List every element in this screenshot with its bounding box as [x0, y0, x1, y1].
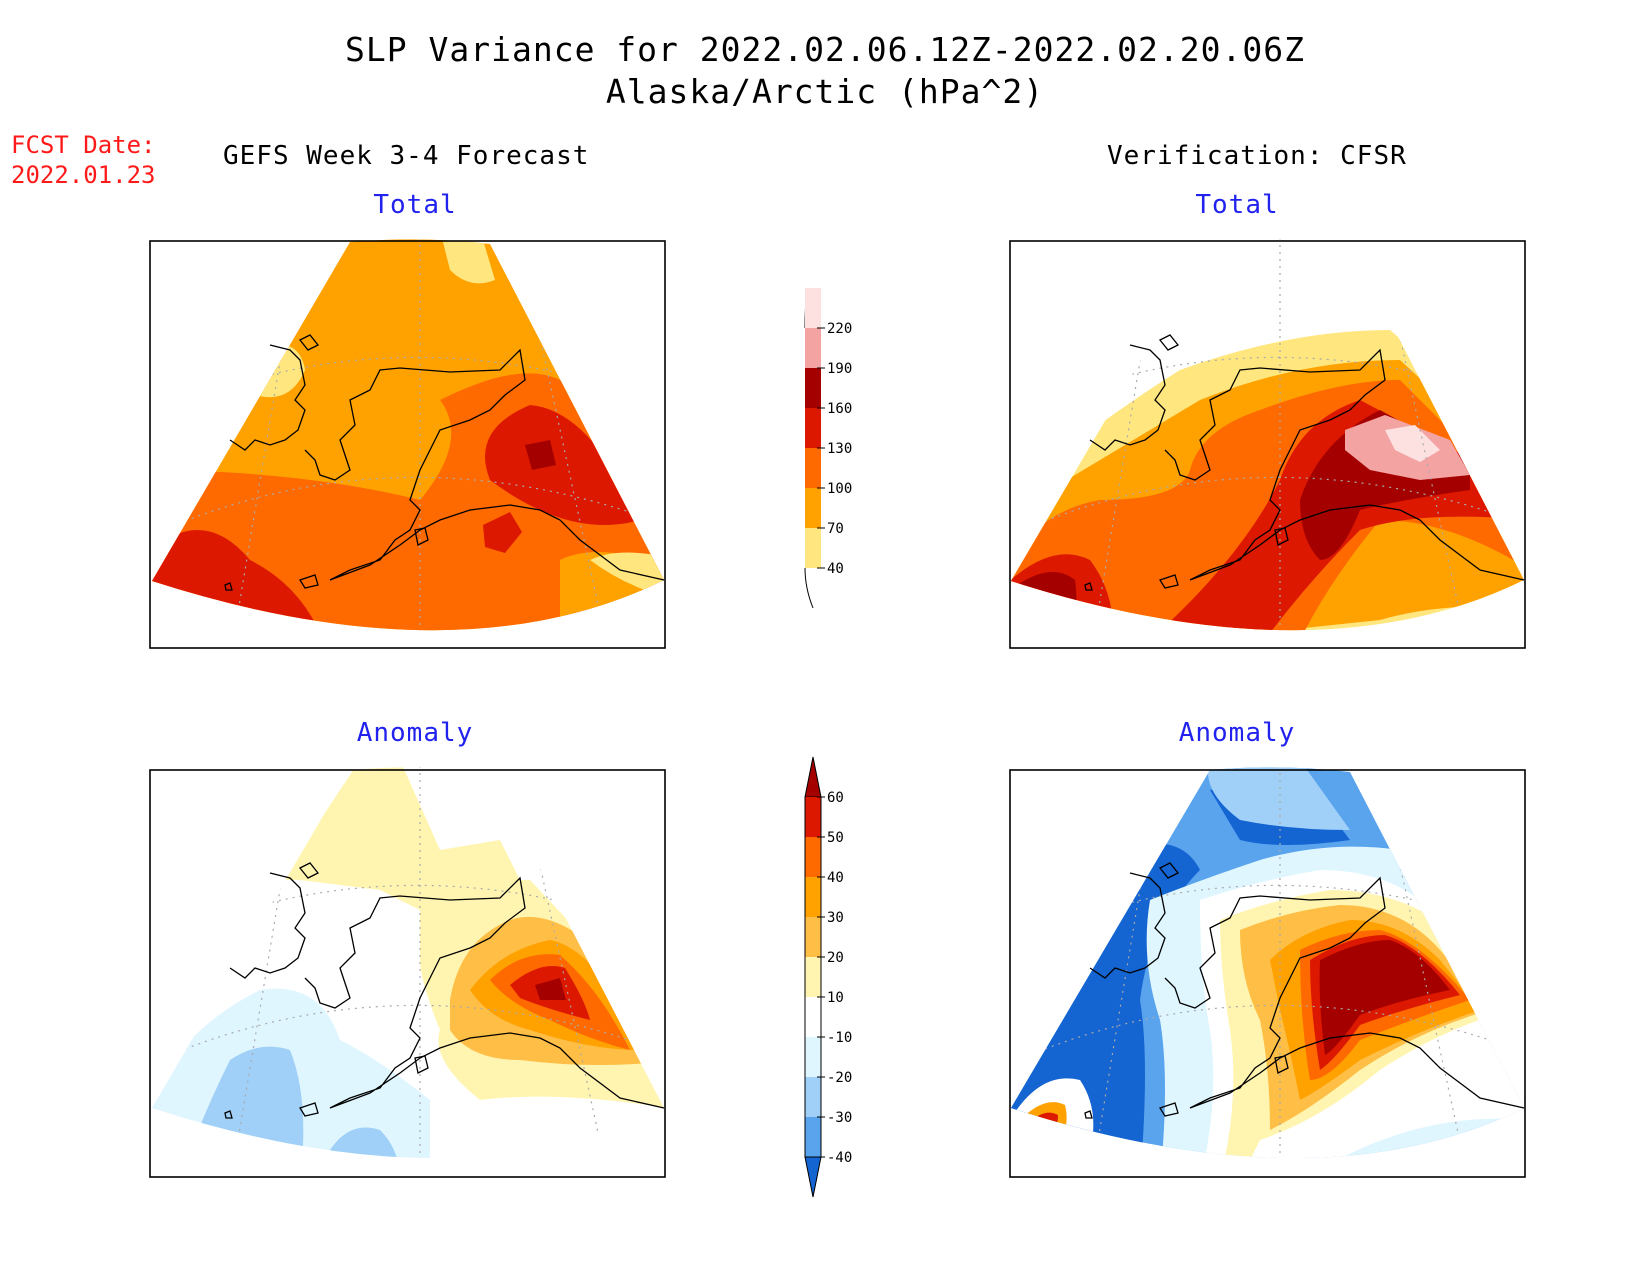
- total-colorbar-swatch: [805, 528, 821, 568]
- total-colorbar: 220 190 160 130 100 70 40: [804, 287, 852, 609]
- anomaly-colorbar-swatch: [805, 877, 821, 917]
- verification-anomaly-title: Anomaly: [1178, 718, 1296, 748]
- anomaly-colorbar-swatch: [805, 1037, 821, 1077]
- forecast-total-map: [152, 239, 664, 631]
- fcst-date-value: 2022.01.23: [11, 161, 156, 189]
- total-colorbar-swatch: [805, 328, 821, 368]
- verification-total-map: [1011, 239, 1524, 631]
- anomaly-colorbar-tick-label: -40: [827, 1150, 852, 1166]
- total-colorbar-tick-label: 160: [827, 401, 852, 417]
- verification-anomaly-frame: [1009, 769, 1526, 1178]
- anomaly-colorbar-bottom-arrow: [804, 1156, 822, 1198]
- anomaly-colorbar-tick-label: 30: [827, 910, 844, 926]
- anomaly-colorbar-swatch: [805, 1077, 821, 1117]
- anomaly-colorbar-tick-label: 60: [827, 790, 844, 806]
- total-colorbar-swatch: [805, 448, 821, 488]
- anomaly-colorbar-swatch: [805, 837, 821, 877]
- forecast-anomaly-map: [152, 767, 664, 1158]
- anomaly-colorbar-tick-label: 50: [827, 830, 844, 846]
- forecast-total-title: Total: [373, 190, 457, 220]
- page-subtitle: Alaska/Arctic (hPa^2): [605, 72, 1045, 111]
- anomaly-colorbar-swatch: [805, 957, 821, 997]
- page-title: SLP Variance for 2022.02.06.12Z-2022.02.…: [345, 30, 1305, 69]
- anomaly-colorbar-tick-label: -20: [827, 1070, 852, 1086]
- total-colorbar-bottom-arrow: [804, 567, 814, 609]
- coastlines: [224, 334, 1525, 1119]
- anomaly-colorbar: 60 50 40 30 20 10 -10 -20 -30 -40: [804, 756, 852, 1198]
- total-colorbar-tick-label: 220: [827, 321, 852, 337]
- total-colorbar-tick-label: 40: [827, 561, 844, 577]
- fcst-date-label: FCST Date:: [11, 131, 156, 159]
- anomaly-colorbar-top-arrow: [804, 756, 822, 798]
- total-colorbar-tick-label: 190: [827, 361, 852, 377]
- anomaly-colorbar-tick-label: 10: [827, 990, 844, 1006]
- anomaly-colorbar-tick-label: 20: [827, 950, 844, 966]
- total-colorbar-tick-label: 130: [827, 441, 852, 457]
- forecast-anomaly-frame: [149, 769, 666, 1178]
- total-colorbar-tick-label: 100: [827, 481, 852, 497]
- total-colorbar-swatch: [805, 408, 821, 448]
- anomaly-colorbar-swatch: [805, 917, 821, 957]
- anomaly-colorbar-swatch: [805, 797, 821, 837]
- anomaly-colorbar-swatch: [805, 997, 821, 1037]
- total-colorbar-swatch: [805, 488, 821, 528]
- anomaly-colorbar-tick-label: -30: [827, 1110, 852, 1126]
- verification-total-frame: [1009, 240, 1526, 649]
- total-colorbar-swatch: [805, 288, 821, 328]
- total-colorbar-swatch: [805, 368, 821, 408]
- forecast-total-frame: [149, 240, 666, 649]
- anomaly-colorbar-outline: [804, 797, 822, 1157]
- verification-column-title: Verification: CFSR: [1107, 141, 1407, 171]
- forecast-column-title: GEFS Week 3-4 Forecast: [223, 141, 590, 171]
- verification-anomaly-map: [1011, 767, 1524, 1158]
- verification-total-title: Total: [1195, 190, 1279, 220]
- forecast-anomaly-title: Anomaly: [356, 718, 474, 748]
- anomaly-colorbar-swatch: [805, 1117, 821, 1157]
- total-colorbar-tick-label: 70: [827, 521, 844, 537]
- anomaly-colorbar-tick-label: 40: [827, 870, 844, 886]
- anomaly-colorbar-tick-label: -10: [827, 1030, 852, 1046]
